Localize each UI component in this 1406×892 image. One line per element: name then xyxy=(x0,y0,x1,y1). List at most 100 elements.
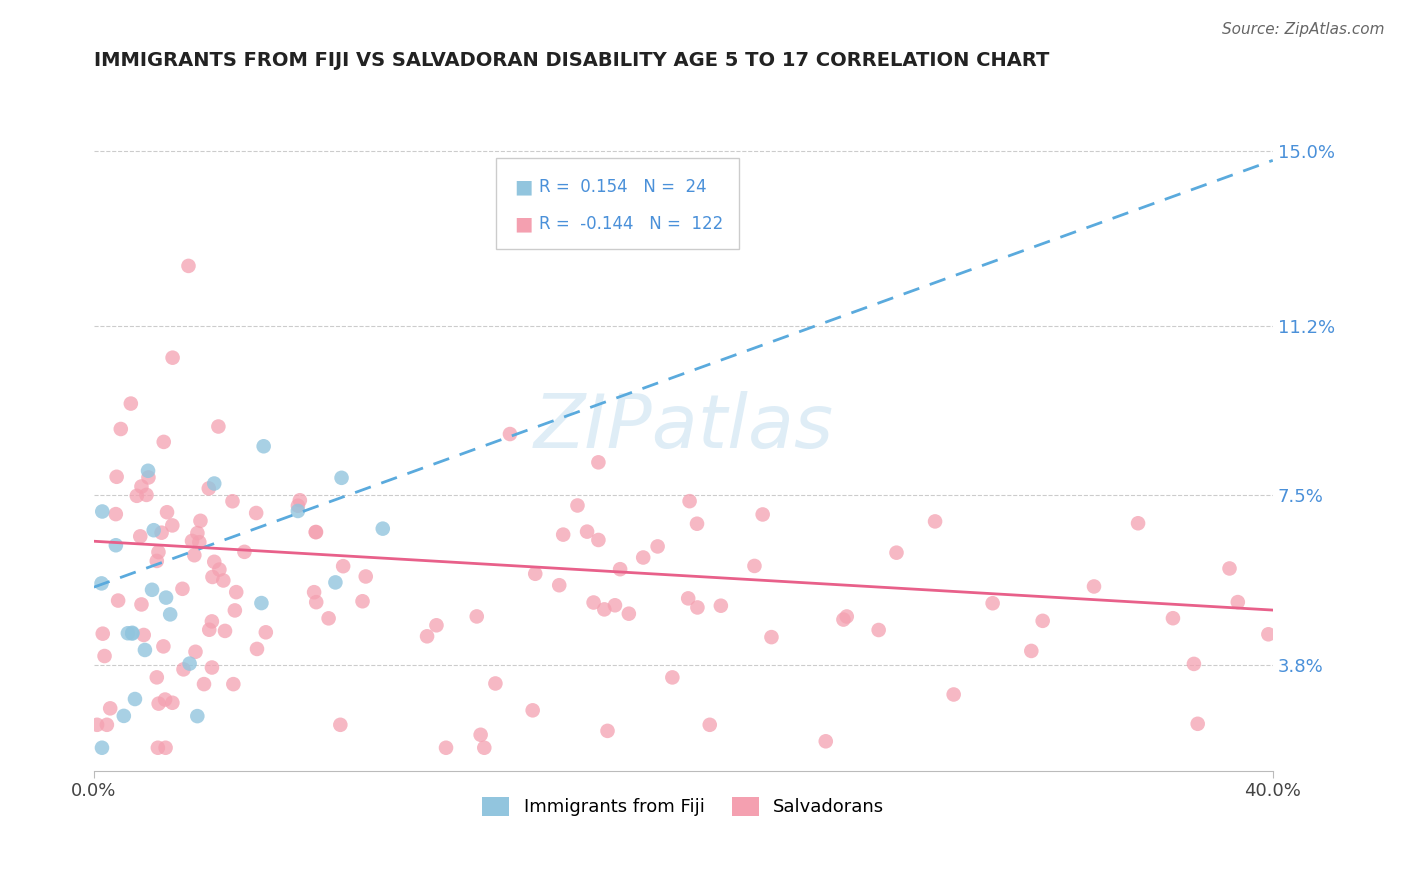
Point xyxy=(224,603,246,617)
Point xyxy=(142,523,165,537)
Point xyxy=(96,718,118,732)
Point xyxy=(172,582,194,596)
Point xyxy=(484,676,506,690)
Point xyxy=(318,611,340,625)
Point xyxy=(120,396,142,410)
Point xyxy=(138,470,160,484)
Point xyxy=(676,591,699,606)
Point xyxy=(159,607,181,622)
Point xyxy=(832,613,855,627)
Point xyxy=(107,593,129,607)
Point xyxy=(288,493,311,508)
Point xyxy=(201,660,224,674)
Point xyxy=(162,696,184,710)
Point xyxy=(146,670,169,684)
Point xyxy=(117,626,139,640)
Point xyxy=(124,692,146,706)
Point xyxy=(125,489,148,503)
Point xyxy=(190,514,212,528)
Point xyxy=(136,464,159,478)
Point xyxy=(332,559,354,574)
Point xyxy=(524,566,547,581)
Point xyxy=(1032,614,1054,628)
Point xyxy=(245,506,267,520)
Point xyxy=(222,677,245,691)
Point xyxy=(179,657,201,671)
Point xyxy=(105,470,128,484)
Point xyxy=(253,439,276,453)
Point xyxy=(835,609,858,624)
Point xyxy=(678,494,700,508)
Point xyxy=(942,688,965,702)
Point xyxy=(197,482,219,496)
Point xyxy=(661,670,683,684)
Point xyxy=(254,625,277,640)
Point xyxy=(287,504,309,518)
Text: IMMIGRANTS FROM FIJI VS SALVADORAN DISABILITY AGE 5 TO 17 CORRELATION CHART: IMMIGRANTS FROM FIJI VS SALVADORAN DISAB… xyxy=(94,51,1049,70)
Point xyxy=(465,609,488,624)
Point xyxy=(470,728,492,742)
Point xyxy=(152,640,174,654)
Point xyxy=(201,615,224,629)
Point xyxy=(553,527,575,541)
Point xyxy=(86,718,108,732)
Point xyxy=(548,578,571,592)
Text: R =  -0.144   N =  122: R = -0.144 N = 122 xyxy=(540,215,724,233)
Point xyxy=(305,595,328,609)
Point xyxy=(434,740,457,755)
Point xyxy=(152,434,174,449)
Point xyxy=(186,526,208,541)
Point xyxy=(193,677,215,691)
Point xyxy=(596,723,619,738)
Point xyxy=(225,585,247,599)
Legend: Immigrants from Fiji, Salvadorans: Immigrants from Fiji, Salvadorans xyxy=(475,789,891,823)
Point xyxy=(93,648,115,663)
Text: R =  0.154   N =  24: R = 0.154 N = 24 xyxy=(540,178,707,195)
Point xyxy=(141,582,163,597)
Point xyxy=(207,419,229,434)
Point xyxy=(305,524,328,539)
Point xyxy=(522,703,544,717)
Point xyxy=(472,740,495,755)
Point xyxy=(188,535,211,549)
Point xyxy=(868,623,890,637)
Point xyxy=(302,585,325,599)
Point xyxy=(250,596,273,610)
Point xyxy=(416,629,439,643)
Point xyxy=(603,599,626,613)
Point xyxy=(173,662,195,676)
Point xyxy=(631,550,654,565)
Text: ■: ■ xyxy=(515,178,533,196)
Point xyxy=(686,600,709,615)
Point xyxy=(329,718,352,732)
Point xyxy=(567,499,589,513)
Point xyxy=(1226,595,1249,609)
Point xyxy=(148,697,170,711)
Text: Source: ZipAtlas.com: Source: ZipAtlas.com xyxy=(1222,22,1385,37)
Point xyxy=(177,259,200,273)
Point xyxy=(699,718,721,732)
Point xyxy=(212,574,235,588)
Point xyxy=(1187,716,1209,731)
Point xyxy=(325,575,347,590)
Point xyxy=(221,494,243,508)
Point xyxy=(1126,516,1149,531)
Point xyxy=(214,624,236,638)
Point xyxy=(153,692,176,706)
Point xyxy=(924,515,946,529)
Point xyxy=(184,645,207,659)
Point xyxy=(582,595,605,609)
Point xyxy=(134,643,156,657)
Point xyxy=(183,548,205,562)
Point xyxy=(198,623,221,637)
Point xyxy=(91,504,114,518)
Point xyxy=(104,507,127,521)
Point xyxy=(208,563,231,577)
Point xyxy=(814,734,837,748)
Point xyxy=(181,533,204,548)
Point xyxy=(686,516,709,531)
Point xyxy=(1161,611,1184,625)
Point xyxy=(751,508,773,522)
Point xyxy=(588,455,610,469)
Text: ZIPatlas: ZIPatlas xyxy=(533,391,834,463)
